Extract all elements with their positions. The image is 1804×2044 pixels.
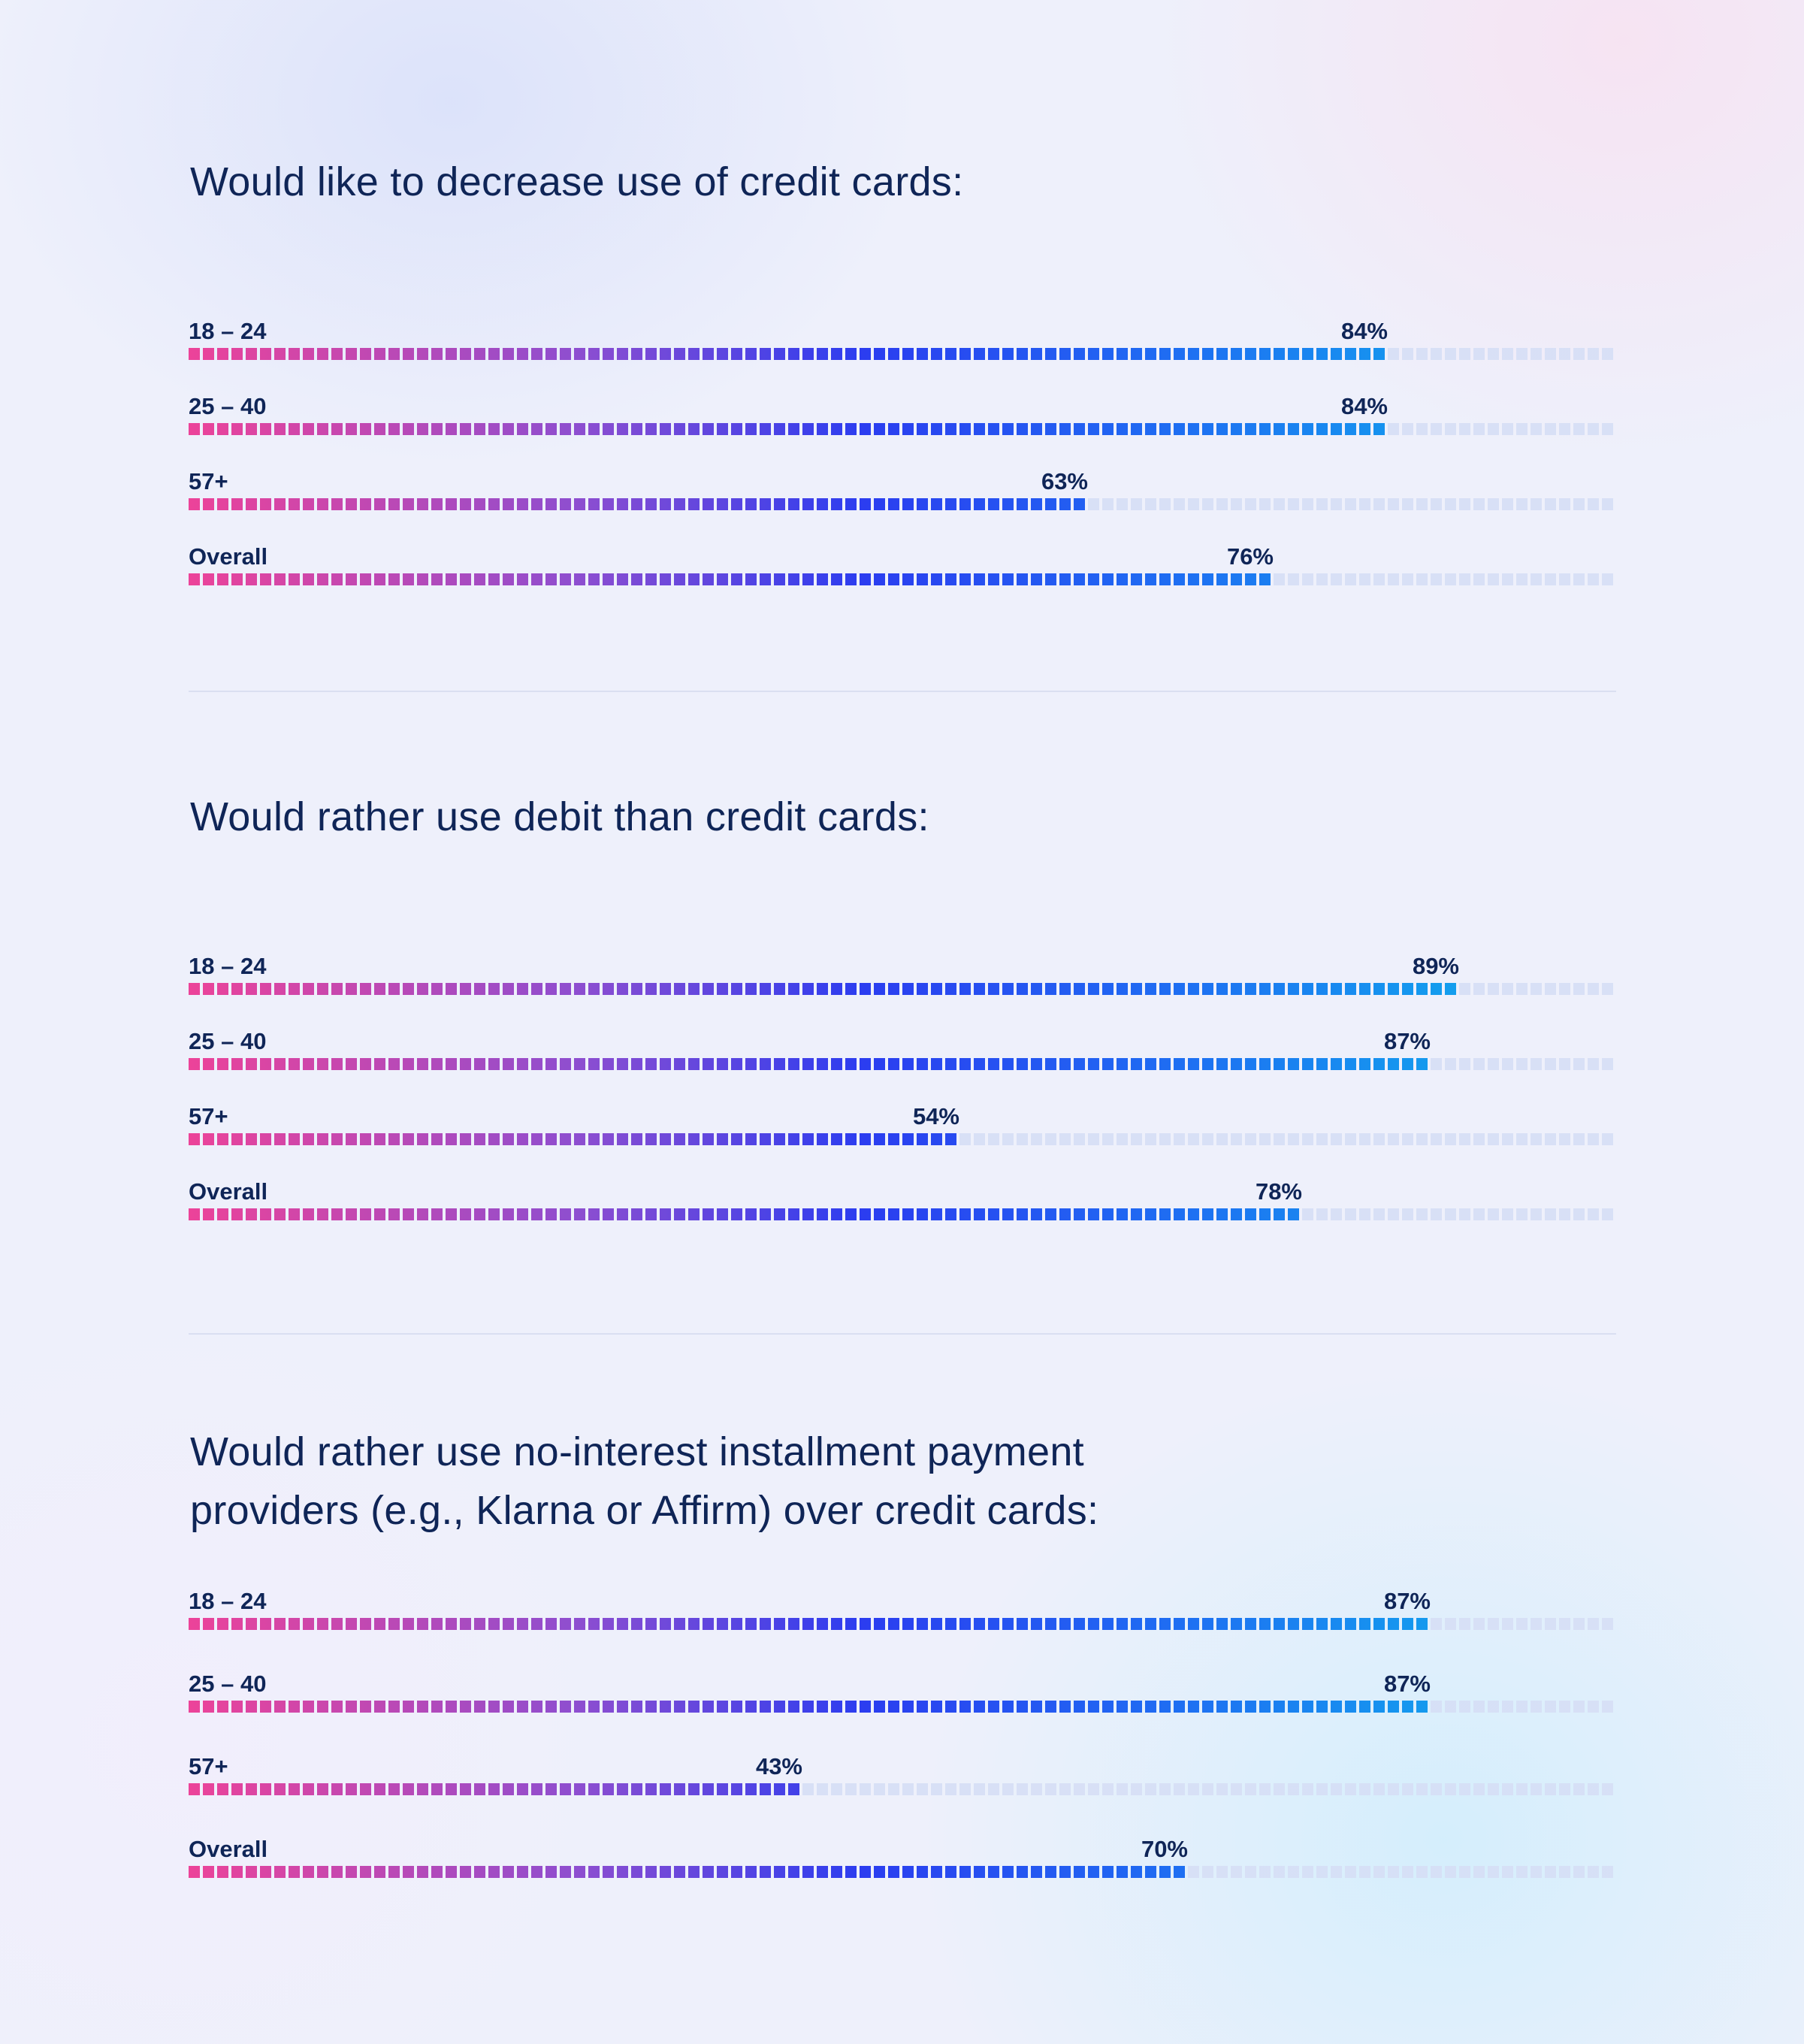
bar-value-label: 89% [1412, 953, 1459, 979]
bar-row: 18 – 24 89% [189, 953, 1616, 995]
bar-category-label: Overall [189, 543, 268, 570]
bar-fill [189, 983, 1459, 995]
bar-value-label: 63% [1041, 468, 1088, 494]
bar-row: Overall 76% [189, 543, 1616, 585]
bar-row: 25 – 40 87% [189, 1028, 1616, 1070]
bar-row: 25 – 40 87% [189, 1671, 1616, 1713]
bar-category-label: 57+ [189, 1753, 228, 1779]
bar-category-label: 18 – 24 [189, 318, 267, 344]
divider [189, 1333, 1616, 1335]
bar-category-label: 57+ [189, 468, 228, 494]
bar-fill [189, 1866, 1188, 1878]
divider [189, 691, 1616, 692]
bar-category-label: 25 – 40 [189, 1671, 267, 1697]
bar-row: 57+ 54% [189, 1103, 1616, 1145]
bar-value-label: 76% [1226, 543, 1274, 570]
bar-category-label: 57+ [189, 1103, 228, 1129]
bar-category-label: 18 – 24 [189, 953, 267, 979]
bar-value-label: 54% [912, 1103, 959, 1129]
bar-fill [189, 498, 1088, 510]
bar-fill [189, 348, 1388, 360]
bar-fill [189, 1133, 959, 1145]
bar-value-label: 43% [755, 1753, 802, 1779]
section-title: Would like to decrease use of credit car… [190, 159, 964, 204]
section-title-line-1: Would rather use no-interest installment… [190, 1429, 1084, 1474]
section-title: Would rather use no-interest installment… [190, 1423, 1098, 1540]
bar-category-label: 18 – 24 [189, 1588, 267, 1614]
bar-row: 57+ 63% [189, 468, 1616, 510]
bar-value-label: 87% [1383, 1671, 1431, 1697]
bar-category-label: 25 – 40 [189, 1028, 267, 1054]
bar-value-label: 84% [1340, 393, 1388, 419]
bar-fill [189, 1783, 802, 1795]
bar-fill [189, 423, 1388, 435]
section-title-line-2: providers (e.g., Klarna or Affirm) over … [190, 1488, 1099, 1533]
bar-value-label: 78% [1255, 1178, 1302, 1205]
bar-row: 57+ 43% [189, 1753, 1616, 1795]
bar-fill [189, 573, 1274, 585]
bar-category-label: 25 – 40 [189, 393, 267, 419]
bar-fill [189, 1058, 1431, 1070]
chart-section-installment-over-credit: Would rather use no-interest installment… [189, 1417, 1616, 1897]
bar-value-label: 70% [1141, 1836, 1188, 1862]
bar-row: Overall 78% [189, 1178, 1616, 1220]
bar-category-label: Overall [189, 1836, 268, 1862]
bar-fill [189, 1701, 1431, 1713]
bar-row: 18 – 24 84% [189, 318, 1616, 360]
chart-section-decrease-credit: Would like to decrease use of credit car… [189, 147, 1616, 597]
bar-row: 18 – 24 87% [189, 1588, 1616, 1630]
bar-value-label: 84% [1340, 318, 1388, 344]
bar-value-label: 87% [1383, 1588, 1431, 1614]
bar-fill [189, 1618, 1431, 1630]
section-title: Would rather use debit than credit cards… [190, 794, 929, 839]
chart-section-debit-over-credit: Would rather use debit than credit cards… [189, 782, 1616, 1232]
bar-fill [189, 1208, 1302, 1220]
bar-row: 25 – 40 84% [189, 393, 1616, 435]
bar-category-label: Overall [189, 1178, 268, 1205]
bar-value-label: 87% [1383, 1028, 1431, 1054]
bar-row: Overall 70% [189, 1836, 1616, 1878]
